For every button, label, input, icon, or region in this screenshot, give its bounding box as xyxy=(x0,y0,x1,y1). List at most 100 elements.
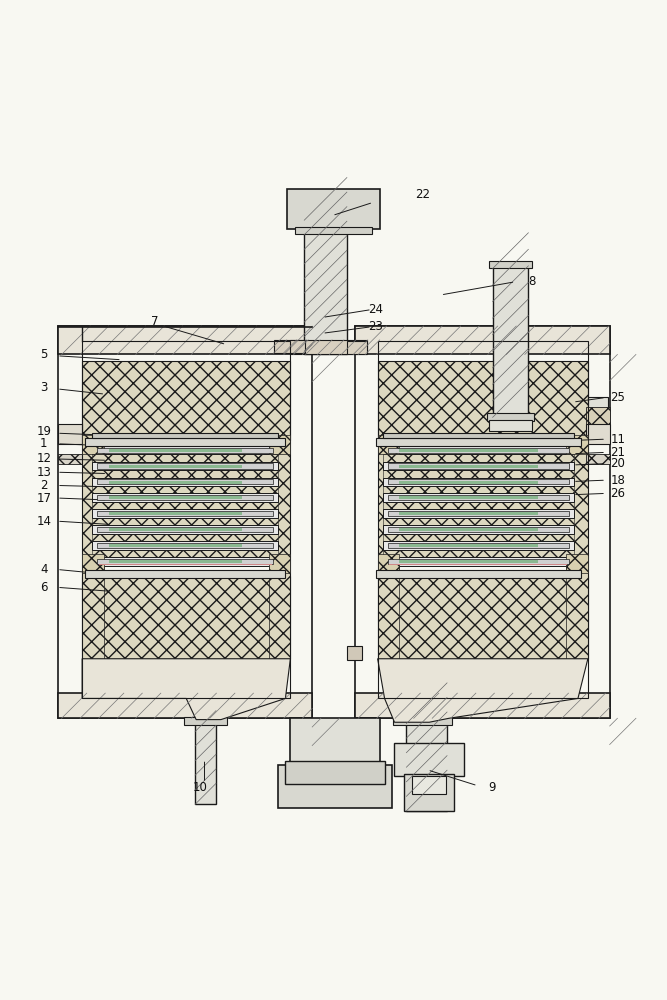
Bar xyxy=(383,486,574,493)
Text: 26: 26 xyxy=(610,487,626,500)
Bar xyxy=(383,509,574,518)
Bar xyxy=(355,326,610,354)
Bar xyxy=(383,454,574,462)
Text: 20: 20 xyxy=(610,457,626,470)
Bar xyxy=(99,564,272,565)
Bar xyxy=(58,693,312,718)
Bar xyxy=(269,440,290,659)
Bar xyxy=(378,341,588,698)
Text: 19: 19 xyxy=(36,425,51,438)
Bar xyxy=(566,440,588,659)
Bar xyxy=(388,463,569,469)
Bar xyxy=(392,717,452,725)
Text: 7: 7 xyxy=(151,315,159,328)
Bar xyxy=(383,525,574,534)
Bar xyxy=(109,544,242,547)
Bar xyxy=(58,424,82,444)
Bar xyxy=(92,518,278,525)
Bar xyxy=(92,454,278,462)
Bar xyxy=(58,326,312,718)
Bar xyxy=(378,361,588,440)
Bar xyxy=(85,570,285,578)
Bar xyxy=(376,438,580,446)
Bar xyxy=(195,720,216,804)
Bar xyxy=(487,413,534,421)
Bar xyxy=(388,479,569,484)
Polygon shape xyxy=(378,659,588,722)
Text: 5: 5 xyxy=(40,348,47,361)
Text: 22: 22 xyxy=(416,188,430,201)
Bar xyxy=(58,454,82,464)
Bar xyxy=(388,448,569,453)
Bar xyxy=(269,435,290,454)
Polygon shape xyxy=(85,661,287,718)
Bar xyxy=(406,722,447,811)
Bar xyxy=(82,435,104,454)
Bar xyxy=(92,534,278,541)
Bar xyxy=(388,495,569,500)
Bar xyxy=(109,449,242,452)
Bar xyxy=(383,493,574,502)
Bar xyxy=(295,227,372,234)
Text: 8: 8 xyxy=(528,275,536,288)
Text: 6: 6 xyxy=(40,581,47,594)
Bar xyxy=(378,576,588,659)
Bar xyxy=(399,512,538,515)
Text: 12: 12 xyxy=(36,452,51,465)
Bar xyxy=(383,534,574,541)
Text: 11: 11 xyxy=(610,433,626,446)
Bar xyxy=(184,717,227,725)
Bar xyxy=(97,448,273,453)
Bar xyxy=(92,462,278,470)
Bar xyxy=(290,340,367,354)
Bar xyxy=(399,449,538,452)
Text: 21: 21 xyxy=(610,446,626,459)
Bar xyxy=(388,559,569,564)
Text: 24: 24 xyxy=(368,303,383,316)
Bar xyxy=(109,465,242,468)
Bar xyxy=(383,518,574,525)
Bar xyxy=(269,554,290,573)
Bar xyxy=(97,495,273,500)
Bar xyxy=(92,557,278,566)
Text: 23: 23 xyxy=(368,320,383,333)
Text: 17: 17 xyxy=(36,492,51,505)
Bar xyxy=(355,326,610,718)
Bar xyxy=(399,560,538,563)
Bar xyxy=(82,341,290,698)
Bar xyxy=(92,493,278,502)
Bar xyxy=(566,554,588,573)
Bar xyxy=(97,559,273,564)
Circle shape xyxy=(501,456,516,472)
Bar xyxy=(383,470,574,478)
Bar xyxy=(273,340,305,353)
Text: 14: 14 xyxy=(36,515,51,528)
Bar xyxy=(58,326,312,354)
Text: 18: 18 xyxy=(610,474,626,487)
Bar xyxy=(82,440,104,659)
Text: 13: 13 xyxy=(36,466,51,479)
Bar xyxy=(383,446,574,454)
Bar xyxy=(92,525,278,534)
Bar xyxy=(378,435,400,454)
Bar xyxy=(92,478,278,486)
Bar xyxy=(92,446,278,454)
Bar xyxy=(399,496,538,499)
Bar xyxy=(412,776,446,794)
Bar xyxy=(383,478,574,486)
Text: 1: 1 xyxy=(40,437,47,450)
Text: 25: 25 xyxy=(610,391,626,404)
Bar xyxy=(82,554,104,573)
Bar xyxy=(92,502,278,509)
Bar xyxy=(82,576,290,659)
Text: 4: 4 xyxy=(40,563,47,576)
Bar xyxy=(347,341,367,354)
Bar xyxy=(383,557,574,566)
Bar xyxy=(85,438,285,446)
Bar xyxy=(383,462,574,470)
Bar xyxy=(109,512,242,515)
Text: 3: 3 xyxy=(40,381,47,394)
Bar xyxy=(97,479,273,484)
Bar xyxy=(493,265,528,421)
Bar xyxy=(586,407,610,424)
